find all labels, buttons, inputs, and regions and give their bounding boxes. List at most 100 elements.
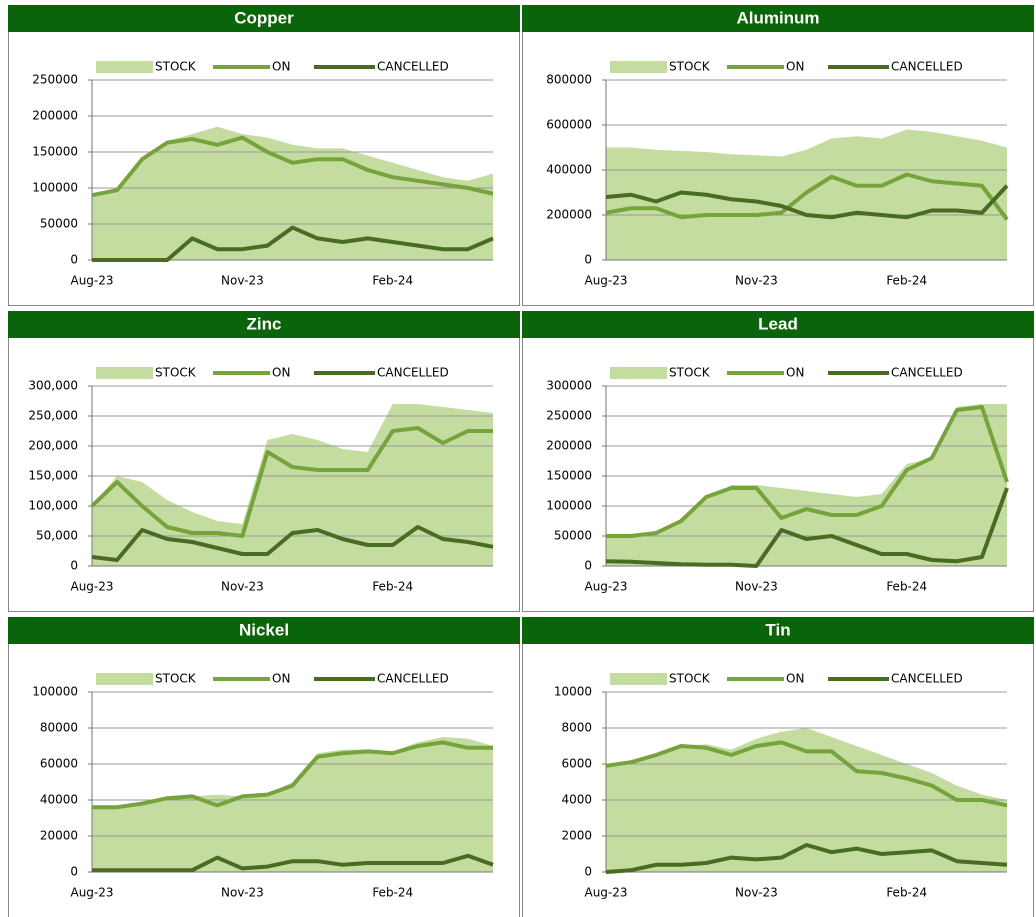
legend-label: STOCK [155,672,197,686]
panel-header [8,311,520,338]
x-tick-label: Aug-23 [584,274,627,288]
legend-label: STOCK [669,60,711,74]
x-tick-label: Feb-24 [886,274,927,288]
chart-title: Copper [234,8,294,27]
chart-title: Aluminum [736,8,819,27]
series-line [92,225,494,262]
series-line [90,426,493,538]
chart-title: Tin [765,620,790,639]
y-tick-label: 200000 [546,208,592,222]
stock-area [92,126,493,260]
chart-title: Zinc [247,314,282,333]
y-tick-label: 150,000 [28,469,78,483]
y-tick-label: 300000 [546,379,592,393]
y-tick-label: 100000 [32,181,78,195]
panel-header [522,311,1034,338]
y-tick-label: 100,000 [28,499,78,513]
legend-label: CANCELLED [891,672,963,686]
x-tick-label: Nov-23 [221,886,264,900]
legend-label: CANCELLED [377,366,449,380]
panel-header [8,5,520,32]
legend-label: ON [272,366,290,380]
legend-swatch [96,673,153,685]
x-tick-label: Feb-24 [372,274,413,288]
legend-label: ON [272,60,290,74]
y-tick-label: 800000 [546,73,592,87]
y-tick-label: 250000 [546,409,592,423]
legend-label: STOCK [155,60,197,74]
y-tick-label: 10000 [554,685,592,699]
y-tick-label: 100000 [32,685,78,699]
series-line [605,740,1008,808]
legend-swatch [610,61,667,73]
y-tick-label: 0 [584,559,592,573]
y-tick-label: 0 [584,253,592,267]
stock-area [606,404,1007,566]
x-tick-label: Feb-24 [886,580,927,594]
y-tick-label: 0 [70,253,78,267]
legend-label: CANCELLED [377,60,449,74]
legend-label: CANCELLED [891,60,963,74]
y-tick-label: 50,000 [36,529,78,543]
x-tick-label: Aug-23 [70,580,113,594]
series-line [606,405,1009,538]
x-tick-label: Aug-23 [584,580,627,594]
series-line [605,184,1009,220]
legend-label: STOCK [155,366,197,380]
y-tick-label: 80000 [40,721,78,735]
legend-label: CANCELLED [377,672,449,686]
x-tick-label: Nov-23 [735,274,778,288]
x-tick-label: Nov-23 [221,580,264,594]
stock-area [92,404,493,566]
legend-swatch [96,61,153,73]
legend-label: ON [786,60,804,74]
legend-label: STOCK [669,672,711,686]
y-tick-label: 40000 [40,793,78,807]
y-tick-label: 200000 [546,439,592,453]
x-tick-label: Aug-23 [70,886,113,900]
y-tick-label: 8000 [561,721,592,735]
legend-swatch [610,367,667,379]
x-tick-label: Feb-24 [886,886,927,900]
chart-title: Nickel [239,620,289,639]
series-line [92,740,493,810]
legend-swatch [96,367,153,379]
y-tick-label: 600000 [546,118,592,132]
y-tick-label: 60000 [40,757,78,771]
y-tick-label: 6000 [561,757,592,771]
y-tick-label: 50000 [40,217,78,231]
panel-header [8,617,520,644]
x-tick-label: Feb-24 [372,886,413,900]
series-line [91,135,494,198]
y-tick-label: 4000 [561,793,592,807]
y-tick-label: 250,000 [28,409,78,423]
legend-label: ON [272,672,290,686]
x-tick-label: Nov-23 [735,886,778,900]
legend-label: ON [786,672,804,686]
series-line [605,172,1009,221]
y-tick-label: 20000 [40,829,78,843]
chart-title: Lead [758,314,798,333]
y-tick-label: 200,000 [28,439,78,453]
legend-label: ON [786,366,804,380]
series-line [605,843,1008,874]
y-tick-label: 100000 [546,499,592,513]
y-tick-label: 0 [70,559,78,573]
x-tick-label: Feb-24 [372,580,413,594]
x-tick-label: Aug-23 [584,886,627,900]
legend-label: STOCK [669,366,711,380]
y-tick-label: 2000 [561,829,592,843]
y-tick-label: 250000 [32,73,78,87]
x-tick-label: Nov-23 [221,274,264,288]
series-line [91,525,494,562]
series-line [92,853,494,873]
y-tick-label: 0 [70,865,78,879]
x-tick-label: Nov-23 [735,580,778,594]
y-tick-label: 0 [584,865,592,879]
y-tick-label: 400000 [546,163,592,177]
legend-swatch [610,673,667,685]
panel-header [522,617,1034,644]
stock-area [92,737,493,872]
y-tick-label: 300,000 [28,379,78,393]
